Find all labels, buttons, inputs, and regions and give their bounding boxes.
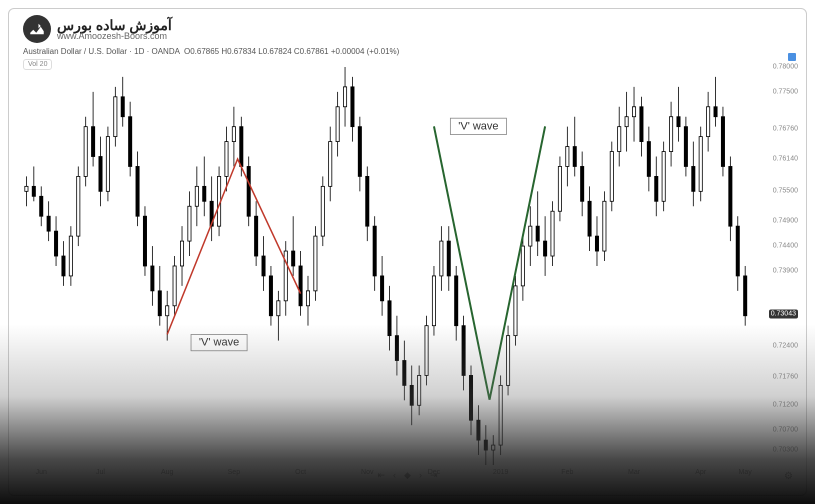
chart-header: Australian Dollar / U.S. Dollar · 1D · O… — [23, 47, 399, 56]
svg-text:'V' wave: 'V' wave — [199, 337, 239, 349]
nav-next-icon[interactable]: › — [419, 470, 422, 481]
indicator-badge[interactable]: Vol 20 — [23, 59, 52, 70]
chart-frame: آموزش ساده بورس www.Amoozesh-Boors.com A… — [8, 8, 807, 496]
chart-canvas[interactable]: 'V' wave 'V' wave — [19, 57, 760, 465]
logo-title: آموزش ساده بورس — [57, 18, 172, 32]
symbol-badge[interactable] — [788, 53, 796, 61]
nav-prev-icon[interactable]: ‹ — [393, 470, 396, 481]
nav-controls[interactable]: ⇤ ‹ ◆ › ⇥ — [377, 470, 437, 481]
y-axis: 0.780000.775000.767600.761400.755000.749… — [762, 57, 798, 465]
svg-text:'V' wave: 'V' wave — [458, 120, 498, 132]
nav-center-icon[interactable]: ◆ — [404, 470, 411, 481]
settings-icon[interactable]: ⚙ — [784, 471, 794, 481]
logo-icon — [23, 15, 51, 43]
logo: آموزش ساده بورس www.Amoozesh-Boors.com — [23, 15, 172, 43]
logo-url: www.Amoozesh-Boors.com — [57, 32, 172, 41]
nav-last-icon[interactable]: ⇥ — [430, 470, 438, 481]
nav-first-icon[interactable]: ⇤ — [377, 470, 385, 481]
